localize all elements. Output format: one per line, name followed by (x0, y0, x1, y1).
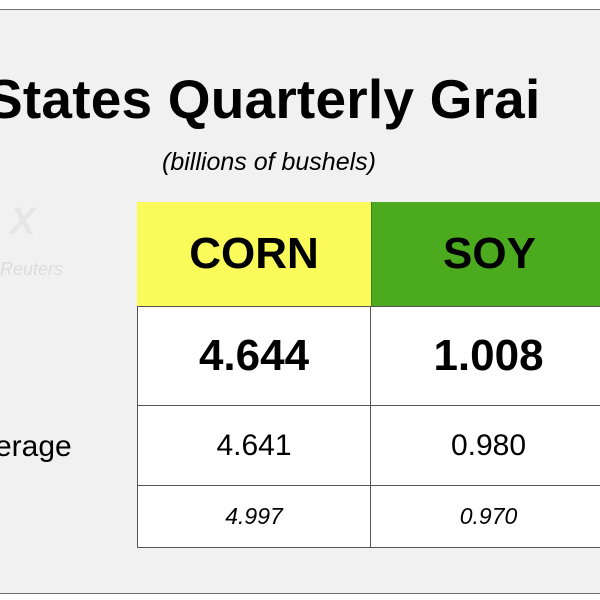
chart-subtitle: (billions of bushels) (162, 148, 376, 176)
chart-title: States Quarterly Grai (0, 68, 541, 130)
cell-corn-row-3: 4.997 (137, 486, 371, 548)
cell-soy-row-2: 0.980 (371, 406, 600, 486)
data-table: CORN SOY 4.644 1.008 4.641 0.980 4.997 0… (137, 202, 600, 548)
cell-corn-row-2: 4.641 (137, 406, 371, 486)
column-header-soy: SOY (371, 202, 600, 306)
column-header-corn: CORN (137, 202, 371, 306)
cell-soy-row-3: 0.970 (371, 486, 600, 548)
cell-corn-row-1: 4.644 (137, 306, 371, 406)
watermark-logo: X (10, 201, 36, 243)
chart-panel: States Quarterly Grai (billions of bushe… (0, 9, 600, 594)
cell-soy-row-1: 1.008 (371, 306, 600, 406)
row-label-2: verage (0, 430, 72, 463)
watermark-credit: Reuters (0, 259, 64, 279)
